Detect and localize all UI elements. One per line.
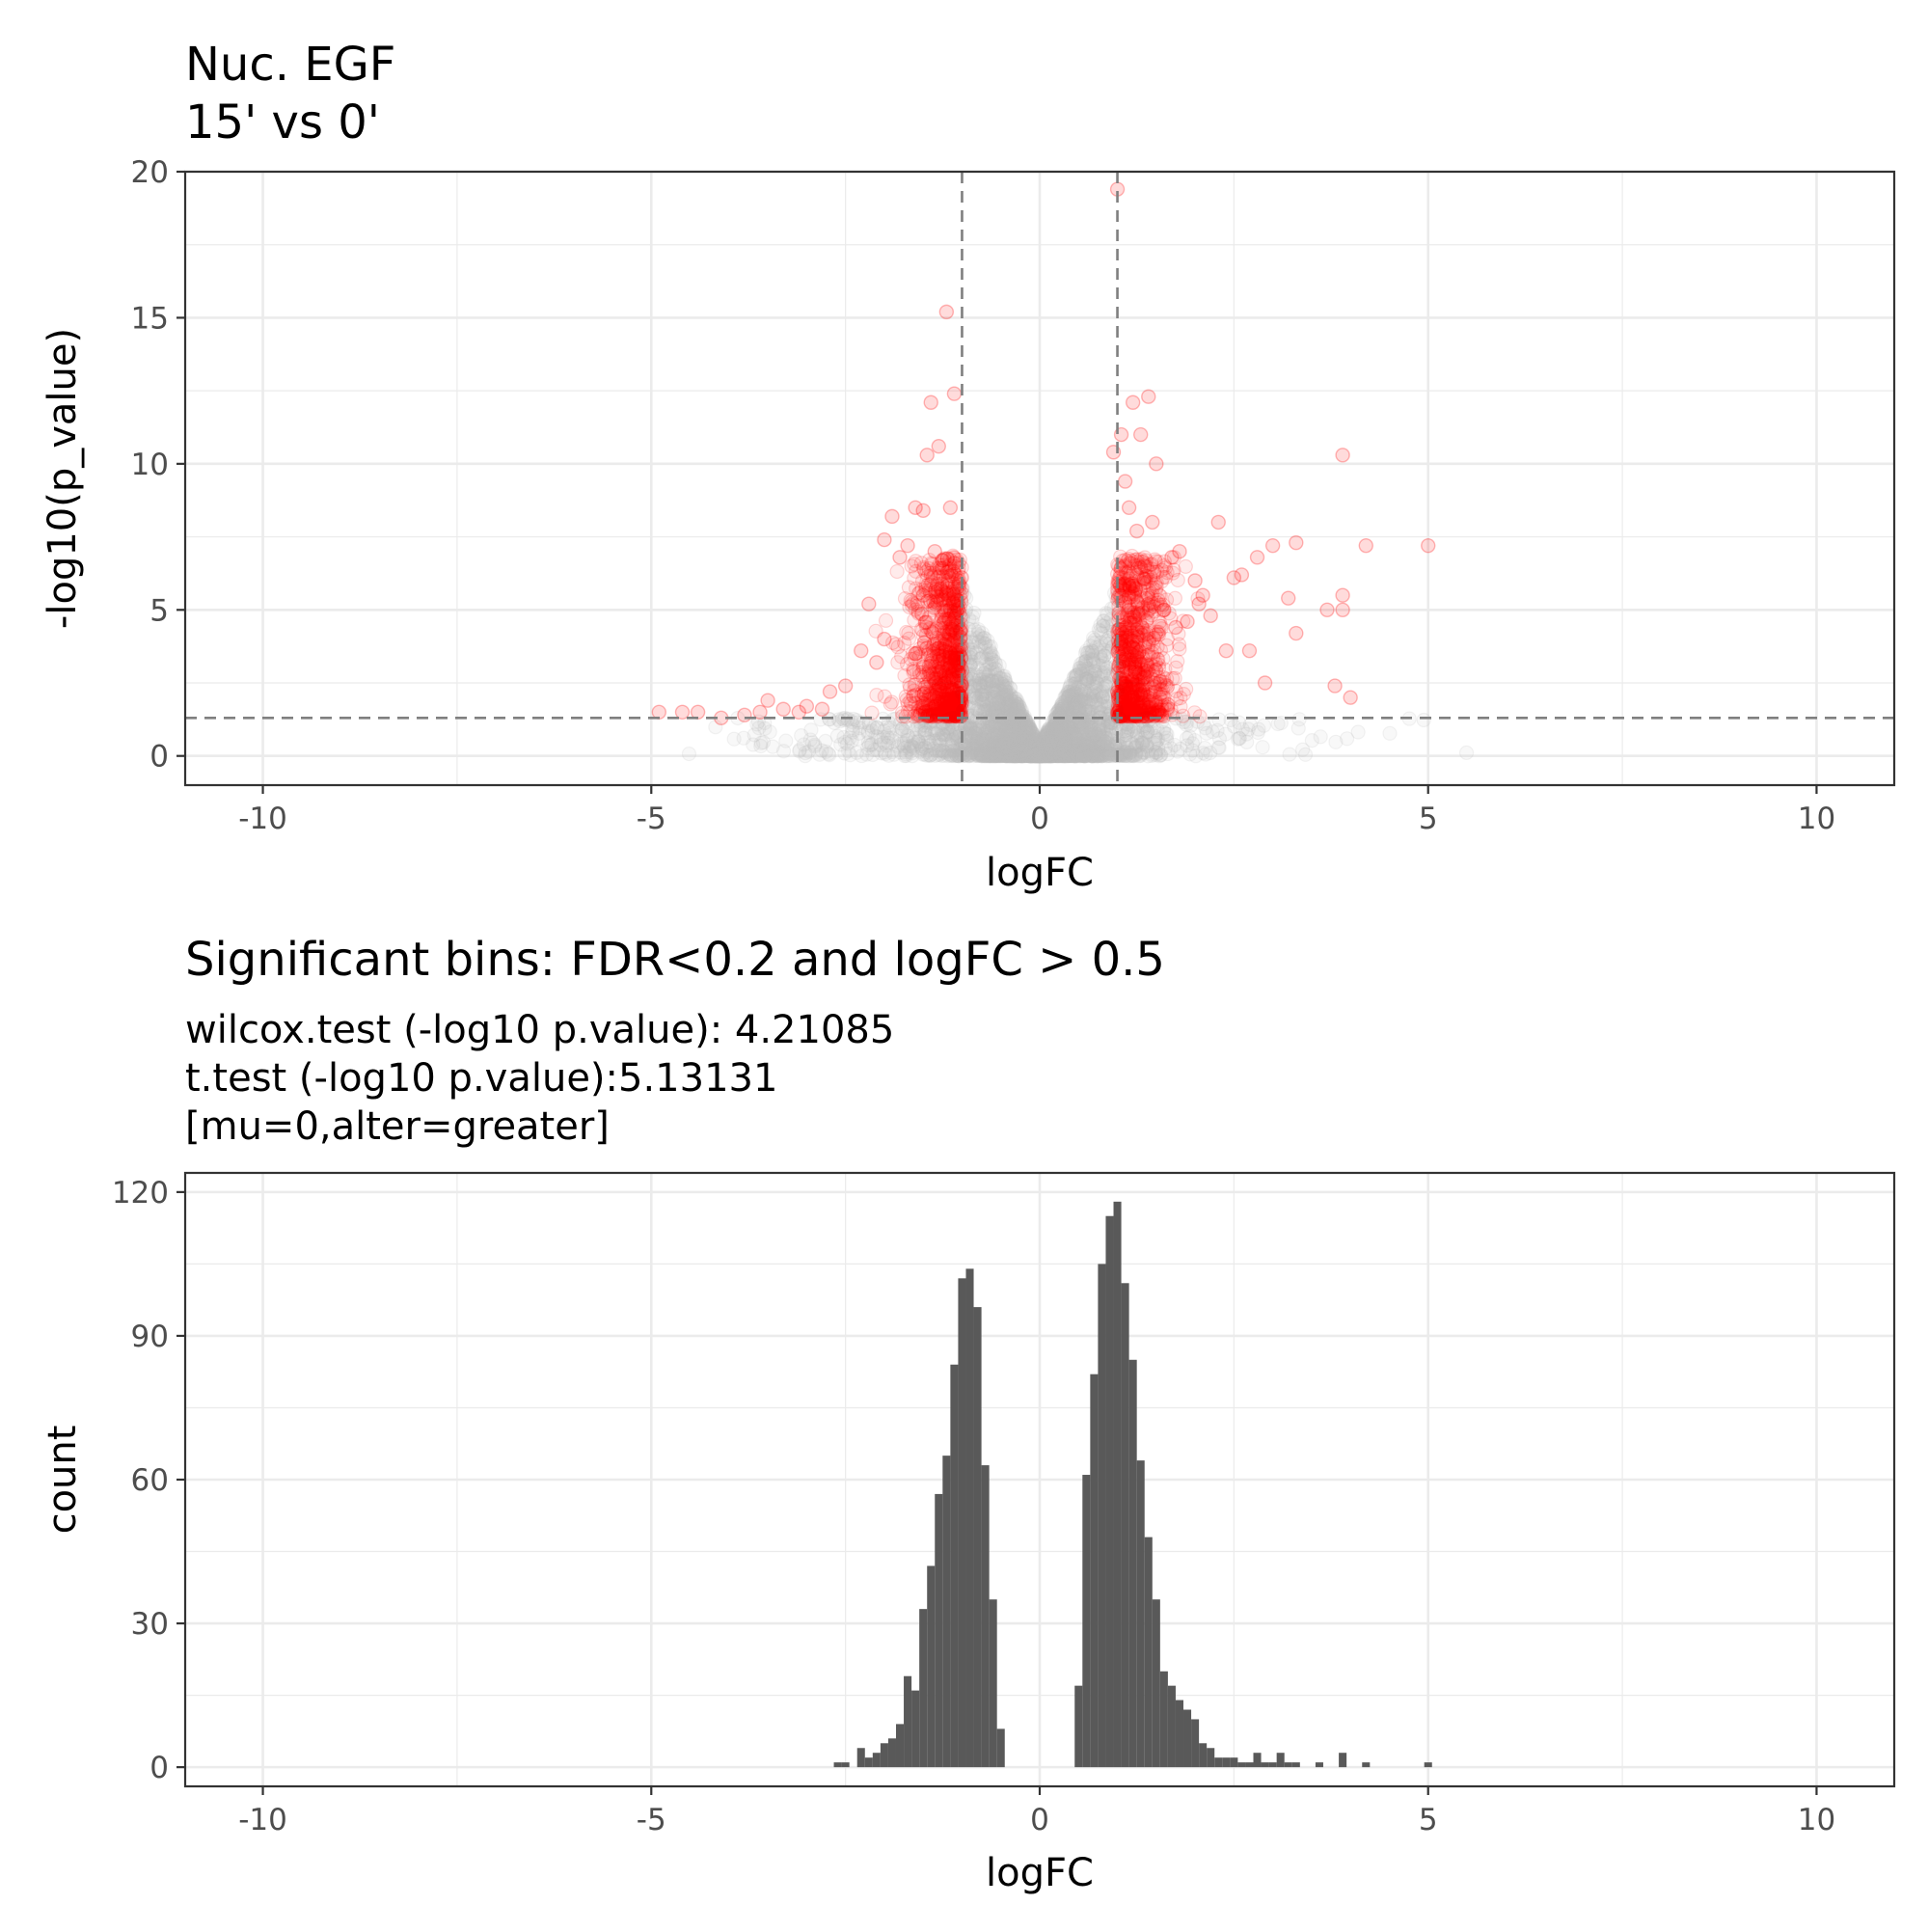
volcano-point-sig <box>1171 655 1184 668</box>
volcano-point-nonsig <box>1160 727 1174 741</box>
volcano-point-nonsig <box>1139 726 1153 740</box>
volcano-subtitle: 15' vs 0' <box>185 95 380 150</box>
volcano-point-nonsig <box>1150 746 1163 759</box>
volcano-point-nonsig <box>1000 743 1014 756</box>
volcano-point-nonsig <box>943 748 957 761</box>
volcano-point-nonsig <box>971 623 985 637</box>
volcano-point-nonsig <box>1123 747 1136 760</box>
volcano-point-nonsig <box>844 748 857 762</box>
volcano-point-nonsig <box>1066 741 1079 754</box>
volcano-point-nonsig <box>985 673 998 687</box>
volcano-point-nonsig <box>1283 748 1296 761</box>
volcano-point-nonsig <box>1299 748 1313 761</box>
volcano-point-nonsig <box>682 748 695 761</box>
volcano-title: Nuc. EGF <box>185 38 395 92</box>
volcano-point-nonsig <box>1021 720 1035 733</box>
volcano-point-nonsig <box>1026 743 1040 756</box>
volcano-point-nonsig <box>752 721 766 735</box>
volcano-point-nonsig <box>834 738 848 751</box>
volcano-point-nonsig <box>1086 636 1100 649</box>
volcano-point-nonsig <box>1224 714 1237 727</box>
volcano-point-nonsig <box>1096 685 1109 698</box>
volcano-point-nonsig <box>1086 652 1100 666</box>
volcano-point-nonsig <box>1079 746 1093 759</box>
volcano-point-sig <box>890 564 904 578</box>
volcano-point-nonsig <box>941 727 955 741</box>
volcano-point-nonsig <box>1112 722 1126 736</box>
volcano-point-nonsig <box>1460 746 1474 759</box>
volcano-point-nonsig <box>1093 719 1106 732</box>
volcano-point-nonsig <box>869 729 883 743</box>
volcano-point-nonsig <box>1305 734 1318 748</box>
volcano-point-nonsig <box>1001 728 1015 742</box>
volcano-point-nonsig <box>803 733 817 747</box>
volcano-point-nonsig <box>1210 723 1224 737</box>
volcano-point-nonsig <box>974 639 988 653</box>
volcano-point-nonsig <box>1383 726 1397 740</box>
volcano-point-sig <box>1173 642 1186 656</box>
volcano-point-nonsig <box>1329 735 1343 748</box>
volcano-point-nonsig <box>1417 713 1430 726</box>
volcano-point-nonsig <box>754 739 768 752</box>
volcano-point-nonsig <box>1232 732 1245 746</box>
volcano-gridlines <box>185 172 1894 785</box>
volcano-point-nonsig <box>1211 741 1225 754</box>
volcano-point-nonsig <box>1094 748 1107 762</box>
volcano-point-nonsig <box>881 721 894 734</box>
volcano-point-nonsig <box>975 691 989 704</box>
volcano-point-nonsig <box>737 731 750 745</box>
volcano-point-nonsig <box>846 725 859 739</box>
volcano-point-nonsig <box>1257 719 1270 732</box>
volcano-point-nonsig <box>1186 744 1200 757</box>
volcano-point-nonsig <box>1064 709 1077 722</box>
volcano-point-nonsig <box>1256 741 1269 754</box>
volcano-point-sig <box>891 656 905 669</box>
volcano-point-nonsig <box>986 650 999 664</box>
volcano-point-sig <box>1179 559 1192 573</box>
volcano-point-nonsig <box>1046 733 1060 747</box>
volcano-point-nonsig <box>1079 694 1093 708</box>
volcano-point-nonsig <box>1065 688 1078 701</box>
volcano-point-nonsig <box>911 735 925 748</box>
volcano-point-nonsig <box>1174 742 1187 755</box>
volcano-point-nonsig <box>1291 721 1305 735</box>
